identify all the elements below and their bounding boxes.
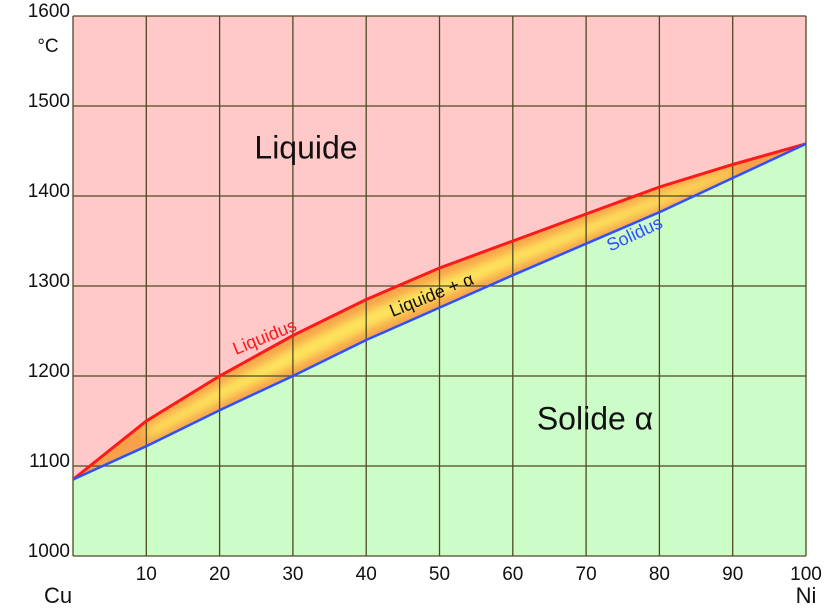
x-tick-label: 50 bbox=[429, 564, 450, 585]
x-end-label: Ni bbox=[796, 583, 817, 608]
x-tick-label: 60 bbox=[502, 564, 523, 585]
y-tick-label: 1400 bbox=[28, 181, 70, 202]
x-tick-label: 80 bbox=[649, 564, 670, 585]
x-tick-label: 10 bbox=[136, 564, 157, 585]
y-tick-label: 1300 bbox=[28, 271, 70, 292]
curve bbox=[73, 142, 806, 481]
y-tick-label: 1100 bbox=[29, 451, 70, 472]
y-tick-label: 1000 bbox=[28, 541, 70, 562]
x-start-label: Cu bbox=[44, 583, 72, 608]
x-tick-label: 30 bbox=[282, 564, 303, 585]
y-tick-label: 1600 bbox=[28, 1, 70, 22]
y-tick-label: 1500 bbox=[28, 91, 70, 112]
x-tick-label: 40 bbox=[356, 564, 377, 585]
x-tick-label: 20 bbox=[209, 564, 230, 585]
region-label: Solide α bbox=[537, 400, 653, 436]
x-tick-label: 70 bbox=[576, 564, 597, 585]
y-tick-label: 1200 bbox=[28, 361, 70, 382]
x-tick-label: 90 bbox=[722, 564, 743, 585]
y-unit: °C bbox=[37, 36, 58, 57]
x-tick-label: 100 bbox=[790, 564, 822, 585]
curve bbox=[73, 142, 806, 481]
region-label: Liquide bbox=[254, 129, 357, 165]
